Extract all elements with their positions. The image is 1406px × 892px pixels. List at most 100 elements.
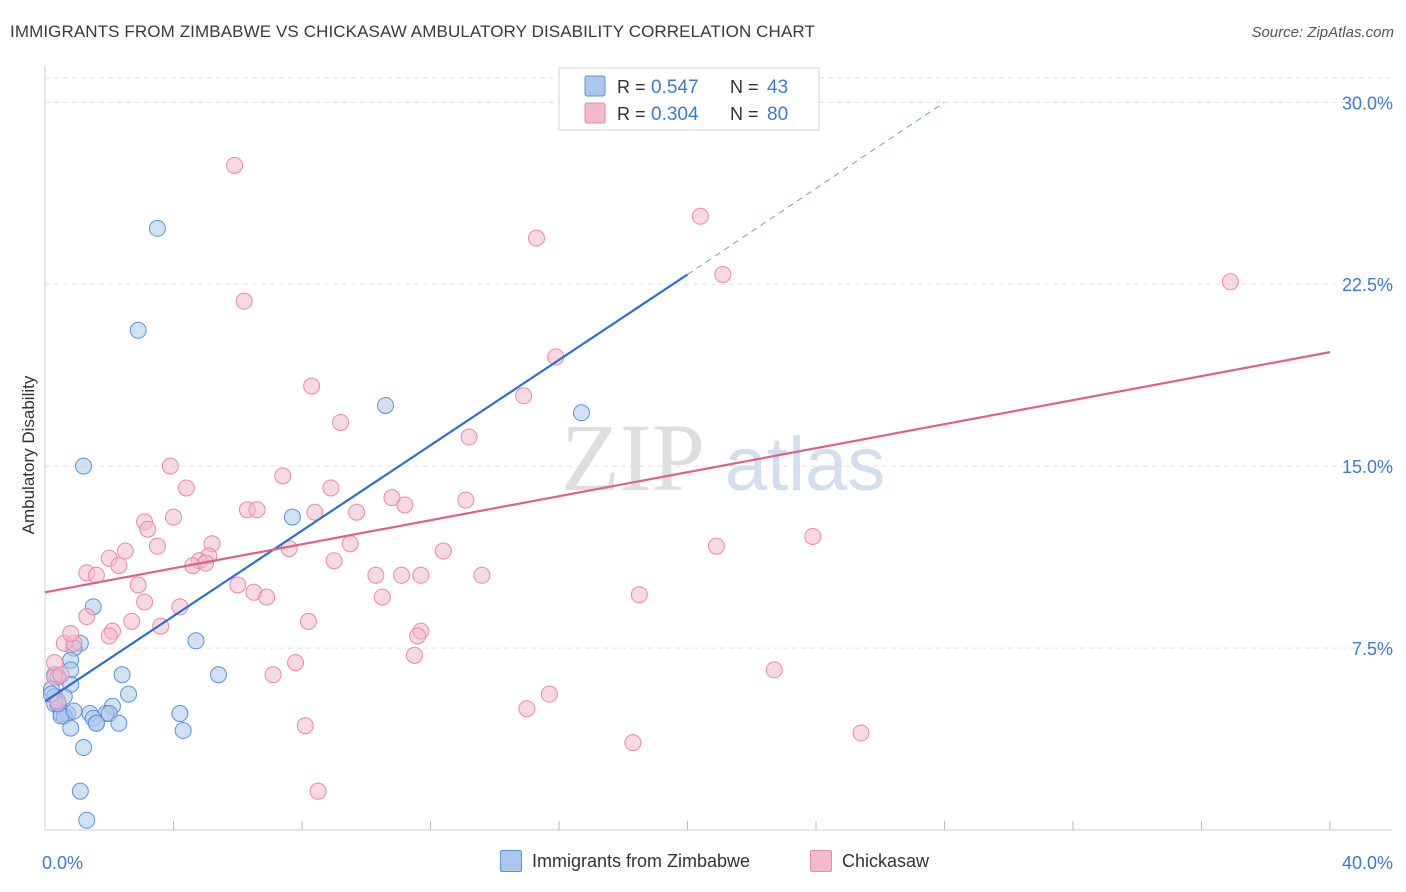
chickasaw-point [393,566,411,584]
chickasaw-point [515,387,533,405]
chickasaw-point [309,782,327,800]
legend-n-label-chickasaw: N = [730,104,759,124]
chickasaw-point [460,428,478,446]
chickasaw-point [177,479,195,497]
y-tick-label: 15.0% [1342,457,1393,477]
chickasaw-point [540,685,558,703]
legend-r-value-chickasaw: 0.304 [651,104,699,125]
zimbabwe-point [71,782,89,800]
legend-r-label-chickasaw: R = [617,104,646,124]
zimbabwe-point [171,705,189,723]
axes-layer [44,66,1392,831]
chickasaw-point [165,508,182,526]
chickasaw-point [264,666,282,684]
zimbabwe-point [572,404,590,422]
legend-r-label-zimbabwe: R = [617,77,646,97]
chickasaw-point [528,229,546,247]
legend-n-label-zimbabwe: N = [730,77,759,97]
chickasaw-point [287,654,305,672]
chickasaw-point [325,552,343,570]
chickasaw-point [248,501,266,519]
legend-item-chickasaw: Chickasaw [810,850,929,872]
chickasaw-point [518,700,536,718]
legend-label-zimbabwe: Immigrants from Zimbabwe [532,850,751,871]
watermark-atlas: atlas [725,422,886,507]
chickasaw-point [348,503,366,521]
trend-layer [44,101,1331,703]
source-credit: Source: ZipAtlas.com [1251,24,1394,41]
zimbabwe-point [113,666,131,684]
zimbabwe-point [75,739,93,757]
chickasaw-point [100,627,118,645]
zimbabwe-point [129,321,147,339]
legend-top: R = 0.547 N = 43 R = 0.304 N = 80 [558,67,820,131]
chickasaw-point [434,542,452,560]
chickasaw-point [804,527,822,545]
chickasaw-point [116,542,134,560]
zimbabwe-point [65,702,83,720]
y-tick-label: 30.0% [1342,93,1393,113]
chickasaw-point [123,612,141,630]
zimbabwe-point [62,719,80,737]
zimbabwe-point [148,219,166,237]
chickasaw-point [409,627,427,645]
chickasaw-point [110,557,128,575]
chickasaw-point [299,612,317,630]
grid-layer [45,77,1392,649]
chickasaw-point [258,588,276,606]
chickasaw-point [396,496,414,514]
chickasaw-point [714,265,732,283]
chickasaw-point [707,537,725,555]
legend-swatch-zimbabwe [500,850,522,872]
chickasaw-point [229,576,247,594]
zimbabwe-point [283,508,301,526]
chickasaw-point [235,292,253,310]
watermark-zip: ZIP [561,404,705,511]
zimbabwe-trend-line [44,273,689,703]
x-tick-label: 0.0% [42,853,83,873]
legend-swatch-chickasaw [584,102,606,124]
chickasaw-point [473,566,491,584]
chickasaw-point [412,566,430,584]
legend-n-value-chickasaw: 80 [767,104,788,125]
chickasaw-trend-line [44,351,1331,594]
chickasaw-point [383,489,401,507]
chickasaw-point [296,717,314,735]
chickasaw-point [765,661,783,679]
chickasaw-point [306,503,324,521]
zimbabwe-point [78,811,96,829]
chickasaw-point [367,566,385,584]
zimbabwe-point [120,685,138,703]
chickasaw-point [161,457,179,475]
legend-swatch-zimbabwe [584,75,606,97]
y-tick-label: 7.5% [1352,639,1393,659]
y-axis-label: Ambulatory Disability [19,375,38,534]
chickasaw-point [691,207,709,225]
chickasaw-point [405,646,423,664]
chickasaw-point [62,625,80,643]
chickasaw-point [322,479,340,497]
chickasaw-point [226,156,244,174]
chickasaw-point [274,467,292,485]
chickasaw-point [630,586,648,604]
zimbabwe-trend-line-extension [687,101,945,275]
legend-label-chickasaw: Chickasaw [842,850,930,871]
zimbabwe-point [187,632,205,650]
x-tick-label: 40.0% [1342,853,1393,873]
chickasaw-point [341,535,359,553]
zimbabwe-point [75,457,93,475]
chickasaw-point [139,520,157,538]
legend-bottom: Immigrants from Zimbabwe Chickasaw [0,850,1406,880]
zimbabwe-point [87,714,105,732]
watermark: ZIP atlas [561,404,885,511]
chickasaw-point [148,537,166,555]
chickasaw-point [136,593,154,611]
labels-layer: 7.5% 15.0% 22.5% 30.0% 0.0% 40.0% [42,93,1393,873]
zimbabwe-point [377,396,395,414]
zimbabwe-point [174,722,192,740]
y-tick-label: 22.5% [1342,275,1393,295]
chickasaw-point [373,588,391,606]
zimbabwe-point [110,714,128,732]
chickasaw-point [332,413,350,431]
